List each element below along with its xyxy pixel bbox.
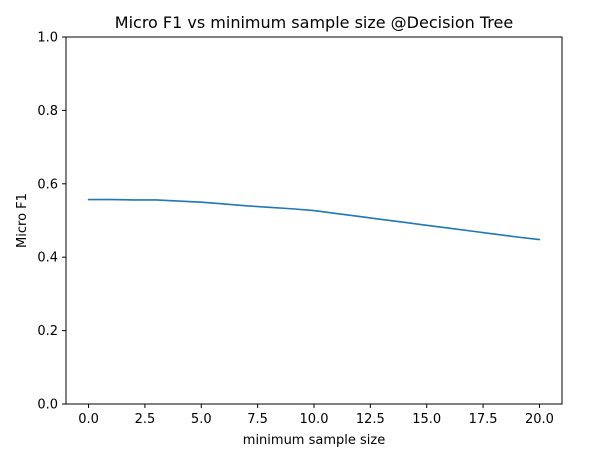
x-tick-label: 15.0: [412, 412, 441, 427]
x-tick-label: 2.5: [135, 412, 156, 427]
series-line: [87, 198, 541, 241]
x-tick-label: 5.0: [191, 412, 212, 427]
x-tick-label: 12.5: [356, 412, 385, 427]
x-axis-label: minimum sample size: [243, 433, 385, 448]
y-axis: 0.0 0.2 0.4 0.6 0.8 1.0: [37, 31, 66, 413]
y-tick-label: 0.6: [37, 177, 58, 192]
x-axis: 0.0 2.5 5.0 7.5 10.0 12.5 15.0 17.5 20.0: [78, 404, 554, 427]
y-tick-label: 0.4: [37, 251, 58, 266]
x-tick-label: 17.5: [469, 412, 498, 427]
chart-title: Micro F1 vs minimum sample size @Decisio…: [115, 13, 513, 32]
y-axis-label: Micro F1: [15, 193, 30, 248]
y-tick-label: 0.8: [37, 104, 58, 119]
y-tick-label: 0.0: [37, 398, 58, 413]
y-tick-label: 1.0: [37, 31, 58, 46]
x-tick-label: 20.0: [525, 412, 554, 427]
plot-area: [66, 37, 562, 404]
y-tick-label: 0.2: [37, 324, 58, 339]
x-tick-label: 0.0: [78, 412, 99, 427]
x-tick-label: 7.5: [247, 412, 268, 427]
series-layer: [87, 198, 541, 241]
x-tick-label: 10.0: [300, 412, 329, 427]
